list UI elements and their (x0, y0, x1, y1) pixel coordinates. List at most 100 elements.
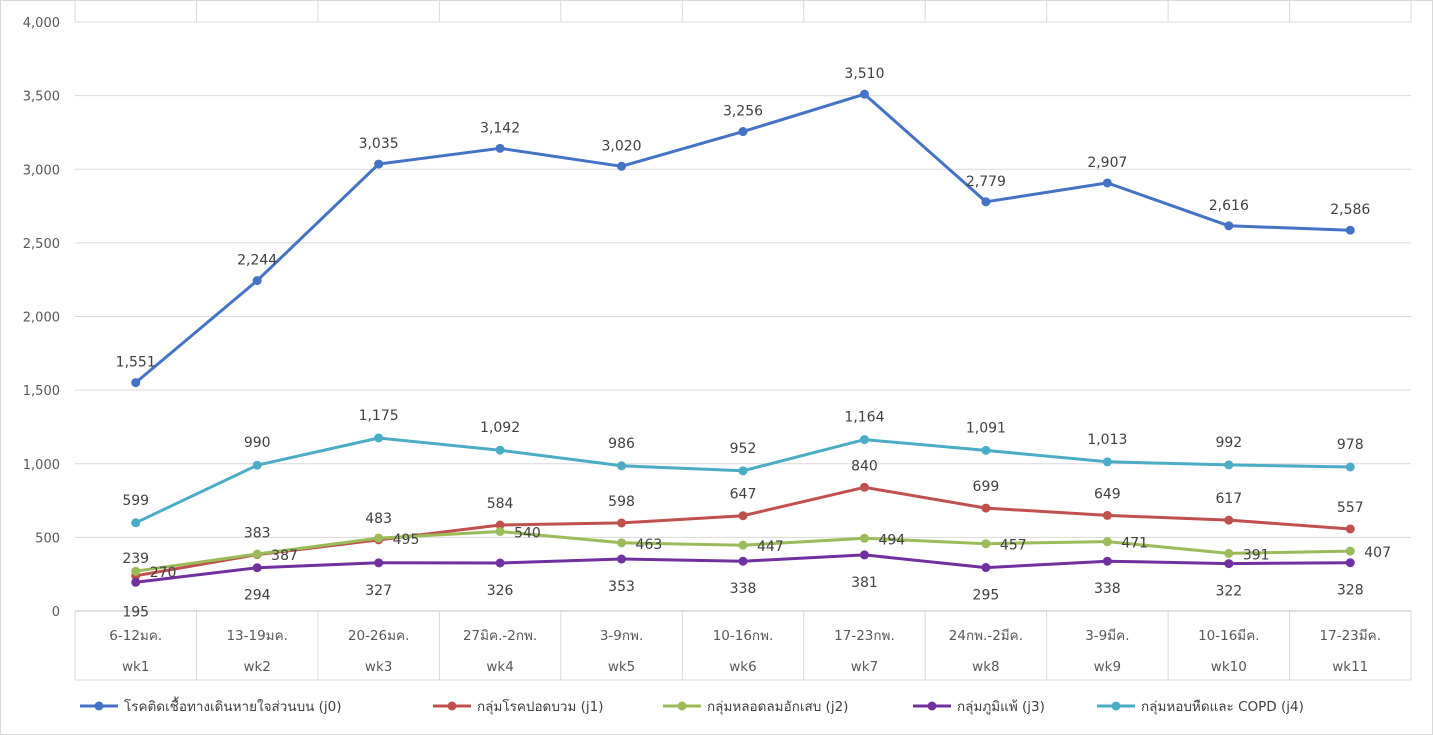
data-point (374, 433, 384, 443)
data-label: 322 (1215, 584, 1242, 600)
y-tick-label: 1,000 (23, 458, 60, 473)
data-point (1102, 537, 1112, 547)
data-point (1102, 178, 1112, 188)
y-tick-label: 2,000 (23, 311, 60, 326)
data-point (374, 558, 384, 568)
data-point (981, 539, 991, 549)
x-tick-label-date: 10-16กพ. (713, 628, 774, 644)
data-label: 353 (608, 579, 635, 595)
data-label: 447 (757, 539, 784, 555)
data-point (617, 538, 627, 548)
data-point (859, 482, 869, 492)
y-tick-label: 3,000 (23, 163, 60, 178)
x-tick-label-week: wk5 (608, 659, 635, 675)
data-point (1224, 559, 1234, 569)
data-point (1102, 510, 1112, 520)
data-label: 540 (514, 525, 541, 541)
data-point (859, 550, 869, 560)
data-point (374, 159, 384, 169)
data-label: 295 (973, 588, 1000, 604)
legend-marker (927, 701, 937, 711)
legend-marker (94, 701, 104, 711)
y-tick-label: 0 (52, 605, 60, 620)
y-tick-label: 2,500 (23, 237, 60, 252)
data-label: 383 (244, 526, 271, 542)
data-label: 2,907 (1087, 155, 1127, 171)
x-tick-label-date: 6-12มค. (109, 628, 162, 644)
data-label: 3,510 (844, 66, 884, 82)
x-tick-label-week: wk1 (122, 659, 149, 675)
data-label: 840 (851, 458, 878, 474)
data-point (617, 554, 627, 564)
data-label: 978 (1337, 437, 1364, 453)
series-line (134, 92, 1352, 385)
data-label: 598 (608, 494, 635, 510)
data-label: 2,616 (1209, 198, 1249, 214)
data-label: 327 (365, 583, 392, 599)
data-label: 494 (878, 532, 905, 548)
data-label: 3,035 (359, 136, 399, 152)
data-point (495, 558, 505, 568)
legend-entry: กลุ่มหอบหืดและ COPD (j4) (1141, 699, 1304, 715)
data-point (1224, 548, 1234, 558)
legend-entry: กลุ่มหลอดลมอักเสบ (j2) (707, 699, 848, 715)
data-label: 557 (1337, 500, 1364, 516)
data-point (859, 533, 869, 543)
data-label: 195 (122, 604, 149, 620)
data-point (617, 161, 627, 171)
data-label: 391 (1243, 547, 1270, 563)
data-label: 270 (150, 565, 177, 581)
data-point (131, 378, 141, 388)
data-label: 1,164 (844, 410, 884, 426)
data-point (252, 460, 262, 470)
data-label: 471 (1121, 536, 1148, 552)
x-tick-label-date: 27มิค.-2กพ. (463, 628, 537, 644)
x-tick-label-date: 20-26มค. (348, 628, 409, 644)
data-point (981, 503, 991, 513)
data-label: 2,244 (237, 253, 277, 269)
data-label: 1,175 (359, 408, 399, 424)
data-label: 326 (487, 583, 514, 599)
data-point (1345, 546, 1355, 556)
y-tick-label: 500 (35, 531, 60, 546)
data-point (1345, 225, 1355, 235)
data-label: 3,020 (601, 138, 641, 154)
data-label: 3,142 (480, 120, 520, 136)
x-tick-label-date: 3-9มีค. (1085, 628, 1129, 644)
data-point (495, 526, 505, 536)
data-point (738, 511, 748, 521)
data-point (738, 540, 748, 550)
data-label: 1,091 (966, 420, 1006, 436)
data-label: 1,092 (480, 420, 520, 436)
data-point (859, 89, 869, 99)
x-tick-label-week: wk6 (729, 659, 756, 675)
data-point (131, 518, 141, 528)
data-label: 584 (487, 496, 514, 512)
data-label: 992 (1215, 435, 1242, 451)
x-tick-label-date: 17-23กพ. (834, 628, 895, 644)
data-label: 381 (851, 575, 878, 591)
x-tick-label-date: 13-19มค. (226, 628, 287, 644)
data-label: 495 (393, 532, 420, 548)
data-label: 599 (122, 493, 149, 509)
data-point (981, 445, 991, 455)
data-label: 617 (1215, 491, 1242, 507)
legend-entry: โรคติดเชื้อทางเดินหายใจส่วนบน (j0) (124, 696, 342, 715)
data-point (252, 549, 262, 559)
y-tick-label: 3,500 (23, 90, 60, 105)
y-tick-label: 4,000 (23, 16, 60, 31)
data-point (738, 127, 748, 137)
x-tick-label-date: 3-9กพ. (600, 628, 643, 644)
legend-entry: กลุ่มโรคปอดบวม (j1) (477, 698, 604, 715)
legend-marker (1111, 701, 1121, 711)
x-tick-label-week: wk4 (486, 659, 513, 675)
data-label: 239 (122, 551, 149, 567)
data-point (252, 276, 262, 286)
x-tick-label-date: 24กพ.-2มีค. (949, 628, 1023, 644)
data-point (1102, 556, 1112, 566)
data-point (981, 197, 991, 207)
data-point (738, 466, 748, 476)
data-point (617, 518, 627, 528)
data-point (981, 563, 991, 573)
data-point (1224, 460, 1234, 470)
